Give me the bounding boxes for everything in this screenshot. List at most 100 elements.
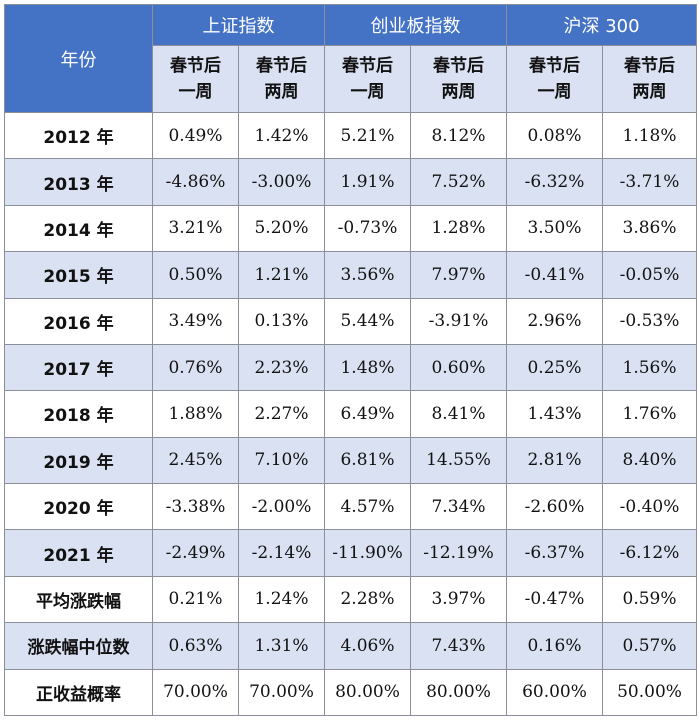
table-cell: 0.57%	[601, 622, 698, 670]
table-cell: 1.18%	[601, 111, 698, 160]
row-label: 2013 年	[4, 158, 153, 206]
header-period: 春节后 一周	[506, 45, 603, 113]
table-cell: 50.00%	[601, 668, 698, 716]
table-cell: 70.00%	[238, 668, 325, 716]
table-cell: 3.50%	[506, 204, 603, 253]
table-cell: 60.00%	[506, 668, 603, 716]
table-cell: 7.43%	[410, 622, 507, 670]
table-row: 2018 年 1.88% 2.27% 6.49% 8.41% 1.43% 1.76%	[4, 390, 698, 438]
table-cell: -2.60%	[506, 482, 603, 531]
table-row: 涨跌幅中位数 0.63% 1.31% 4.06% 7.43% 0.16% 0.57%	[4, 622, 698, 670]
table-row: 2019 年 2.45% 7.10% 6.81% 14.55% 2.81% 8.40%	[4, 436, 698, 485]
table-row: 2015 年 0.50% 1.21% 3.56% 7.97% -0.41% -0.05%	[4, 251, 698, 299]
table-row: 2020 年 -3.38% -2.00% 4.57% 7.34% -2.60% -0.40%	[4, 482, 698, 531]
table-cell: 5.20%	[238, 204, 325, 253]
header-period: 春节后 一周	[152, 45, 239, 113]
header-period: 春节后 两周	[601, 45, 698, 113]
table-cell: -0.73%	[324, 204, 411, 253]
table-cell: -0.41%	[506, 251, 603, 299]
table-row: 2013 年 -4.86% -3.00% 1.91% 7.52% -6.32% -3.71%	[4, 158, 698, 206]
table-cell: 80.00%	[324, 668, 411, 716]
table-cell: 14.55%	[410, 436, 507, 485]
table-cell: 8.41%	[410, 390, 507, 438]
table-header: 年份 上证指数 创业板指数 沪深 300 春节后 一周 春节后 两周 春节后 一周 春…	[4, 4, 698, 113]
table-row: 正收益概率 70.00% 70.00% 80.00% 80.00% 60.00% 50.00…	[4, 668, 698, 716]
table-cell: -0.40%	[601, 482, 698, 531]
header-period: 春节后 两周	[238, 45, 325, 113]
table-cell: 8.12%	[410, 111, 507, 160]
table-cell: 6.49%	[324, 390, 411, 438]
table-cell: -3.91%	[410, 297, 507, 345]
table-row: 2021 年 -2.49% -2.14% -11.90% -12.19% -6.37% -6…	[4, 529, 698, 577]
table-body: 2012 年 0.49% 1.42% 5.21% 8.12% 0.08% 1.18% 2013…	[4, 111, 698, 716]
table-cell: 5.44%	[324, 297, 411, 345]
header-row-groups: 年份 上证指数 创业板指数 沪深 300	[4, 4, 698, 113]
table-cell: 1.31%	[238, 622, 325, 670]
table-cell: 3.21%	[152, 204, 239, 253]
table-row: 2014 年 3.21% 5.20% -0.73% 1.28% 3.50% 3.86%	[4, 204, 698, 253]
table-cell: 0.25%	[506, 343, 603, 392]
row-label: 2019 年	[4, 436, 153, 485]
table-cell: -6.12%	[601, 529, 698, 577]
table-cell: 4.57%	[324, 482, 411, 531]
table-cell: 3.56%	[324, 251, 411, 299]
header-row-periods: 春节后 一周 春节后 两周 春节后 一周 春节后 两周 春节后 一周 春节后 两周	[5, 45, 698, 113]
row-label: 2016 年	[4, 297, 153, 345]
table-cell: 0.59%	[601, 575, 698, 624]
table-cell: 80.00%	[410, 668, 507, 716]
row-label: 2020 年	[4, 482, 153, 531]
table-cell: -6.37%	[506, 529, 603, 577]
table-row: 2016 年 3.49% 0.13% 5.44% -3.91% 2.96% -0.53%	[4, 297, 698, 345]
returns-table: 年份 上证指数 创业板指数 沪深 300 春节后 一周 春节后 两周 春节后 一周 春…	[4, 4, 698, 716]
table-cell: -11.90%	[324, 529, 411, 577]
table-cell: -3.00%	[238, 158, 325, 206]
table-cell: 0.21%	[152, 575, 239, 624]
table-cell: 1.42%	[238, 111, 325, 160]
table-cell: 3.97%	[410, 575, 507, 624]
table-row: 2012 年 0.49% 1.42% 5.21% 8.12% 0.08% 1.18%	[4, 111, 698, 160]
table-cell: 0.76%	[152, 343, 239, 392]
table-cell: 3.49%	[152, 297, 239, 345]
table-cell: 2.96%	[506, 297, 603, 345]
table-cell: -2.49%	[152, 529, 239, 577]
table-row: 平均涨跌幅 0.21% 1.24% 2.28% 3.97% -0.47% 0.59%	[4, 575, 698, 624]
table-cell: -4.86%	[152, 158, 239, 206]
table-cell: 4.06%	[324, 622, 411, 670]
row-label: 2014 年	[4, 204, 153, 253]
table-cell: 1.24%	[238, 575, 325, 624]
header-group-chinext: 创业板指数	[324, 4, 507, 46]
row-label: 平均涨跌幅	[4, 575, 153, 624]
table-cell: 7.10%	[238, 436, 325, 485]
row-label: 2021 年	[4, 529, 153, 577]
table-cell: -3.38%	[152, 482, 239, 531]
table-cell: 1.88%	[152, 390, 239, 438]
table-cell: 8.40%	[601, 436, 698, 485]
table-cell: 3.86%	[601, 204, 698, 253]
table-cell: 0.60%	[410, 343, 507, 392]
table-cell: 2.28%	[324, 575, 411, 624]
header-year: 年份	[4, 4, 153, 113]
table-cell: 1.76%	[601, 390, 698, 438]
row-label: 2012 年	[4, 111, 153, 160]
header-period: 春节后 两周	[410, 45, 507, 113]
table-cell: 1.56%	[601, 343, 698, 392]
table-cell: -0.05%	[601, 251, 698, 299]
table-cell: 1.91%	[324, 158, 411, 206]
table-cell: 2.23%	[238, 343, 325, 392]
row-label: 正收益概率	[4, 668, 153, 716]
table-cell: 0.63%	[152, 622, 239, 670]
table-cell: -12.19%	[410, 529, 507, 577]
table-cell: 2.81%	[506, 436, 603, 485]
table-cell: 0.13%	[238, 297, 325, 345]
table-cell: 0.08%	[506, 111, 603, 160]
header-group-csi300: 沪深 300	[505, 4, 698, 46]
table-cell: 70.00%	[152, 668, 239, 716]
table-cell: 0.50%	[152, 251, 239, 299]
table-cell: 7.52%	[410, 158, 507, 206]
table-cell: 2.45%	[152, 436, 239, 485]
table-cell: 1.48%	[324, 343, 411, 392]
table-cell: 0.49%	[152, 111, 239, 160]
row-label: 涨跌幅中位数	[4, 622, 153, 670]
table-cell: 7.97%	[410, 251, 507, 299]
table-cell: 1.28%	[410, 204, 507, 253]
